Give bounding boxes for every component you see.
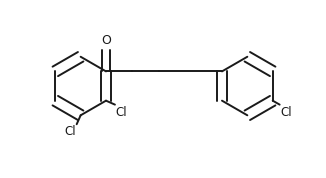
Text: Cl: Cl: [280, 106, 292, 119]
Text: Cl: Cl: [115, 106, 127, 119]
Text: Cl: Cl: [65, 125, 76, 138]
Text: O: O: [101, 34, 111, 47]
